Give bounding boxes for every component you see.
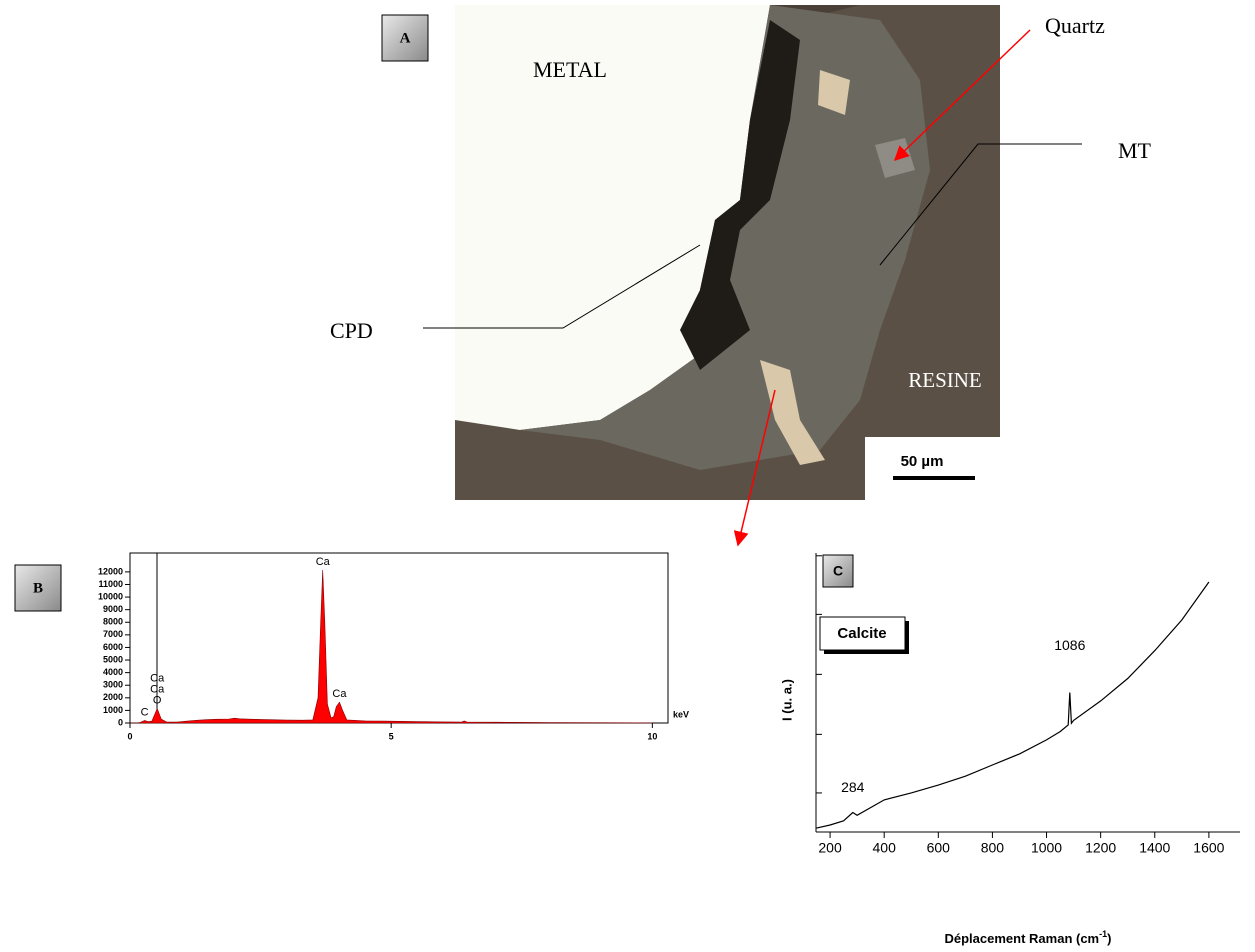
arrow bbox=[733, 389, 776, 547]
peak-label: 1086 bbox=[1054, 637, 1085, 653]
x-axis-label-sup: -1 bbox=[1099, 929, 1107, 939]
panel-box bbox=[14, 564, 62, 612]
peak-label: 284 bbox=[841, 779, 865, 795]
cpd-label: CPD bbox=[330, 318, 373, 343]
x-tick-label: 1400 bbox=[1139, 840, 1170, 856]
y-tick-label: 8000 bbox=[103, 617, 123, 627]
mt-label: MT bbox=[1118, 138, 1152, 163]
x-tick-label: 400 bbox=[873, 840, 897, 856]
resine-label: RESINE bbox=[908, 368, 982, 392]
y-tick-label: 3000 bbox=[103, 680, 123, 690]
panel-box bbox=[381, 14, 429, 62]
peak-label: C bbox=[141, 706, 149, 718]
y-tick-label: 5000 bbox=[103, 654, 123, 664]
peak-label: Ca bbox=[316, 556, 331, 568]
chart-title: Calcite bbox=[837, 625, 886, 642]
peak-label: O bbox=[153, 694, 162, 706]
y-tick-label: 10000 bbox=[98, 591, 123, 601]
panel-box bbox=[822, 554, 854, 588]
panel-label: B bbox=[33, 580, 43, 596]
x-tick-label: 800 bbox=[981, 840, 1005, 856]
x-tick-label: 1600 bbox=[1193, 840, 1224, 856]
y-tick-label: 4000 bbox=[103, 667, 123, 677]
y-tick-label: 2000 bbox=[103, 692, 123, 702]
plot-frame bbox=[129, 552, 669, 724]
x-tick-label: 0 bbox=[127, 731, 132, 741]
peak-label: Ca bbox=[150, 672, 165, 684]
y-tick-label: 0 bbox=[118, 717, 123, 727]
scale-label: 50 µm bbox=[901, 453, 944, 470]
arrow bbox=[893, 29, 1031, 162]
y-tick-label: 1000 bbox=[103, 705, 123, 715]
y-tick-label: 12000 bbox=[98, 566, 123, 576]
metal-label: METAL bbox=[533, 57, 607, 82]
spectrum-area bbox=[130, 569, 653, 724]
title-box bbox=[819, 616, 906, 651]
y-tick-label: 9000 bbox=[103, 604, 123, 614]
x-axis-label: keV bbox=[673, 709, 689, 719]
x-tick-label: 600 bbox=[927, 840, 951, 856]
x-tick-label: 200 bbox=[818, 840, 842, 856]
leader-line bbox=[879, 143, 1082, 266]
peak-label: Ca bbox=[332, 688, 347, 700]
x-tick-label: 1200 bbox=[1085, 840, 1116, 856]
y-tick-label: 11000 bbox=[98, 579, 123, 589]
x-tick-label: 1000 bbox=[1031, 840, 1062, 856]
x-tick-label: 5 bbox=[389, 731, 394, 741]
x-axis-label-main: Déplacement Raman (cm bbox=[945, 931, 1100, 946]
y-tick-label: 7000 bbox=[103, 629, 123, 639]
peak-label: Ca bbox=[150, 683, 165, 695]
y-axis-label: I (u. a.) bbox=[779, 679, 794, 721]
leader-line bbox=[423, 244, 701, 329]
quartz-label: Quartz bbox=[1045, 13, 1105, 38]
spectrum-line bbox=[816, 581, 1210, 829]
micrograph bbox=[455, 5, 1000, 500]
panel-label: C bbox=[833, 563, 843, 579]
x-axis-label-end: ) bbox=[1107, 931, 1111, 946]
x-axis-label: Déplacement Raman (cm-1) bbox=[945, 929, 1112, 946]
panel-label: A bbox=[400, 30, 411, 46]
x-tick-label: 10 bbox=[647, 731, 657, 741]
y-tick-label: 6000 bbox=[103, 642, 123, 652]
